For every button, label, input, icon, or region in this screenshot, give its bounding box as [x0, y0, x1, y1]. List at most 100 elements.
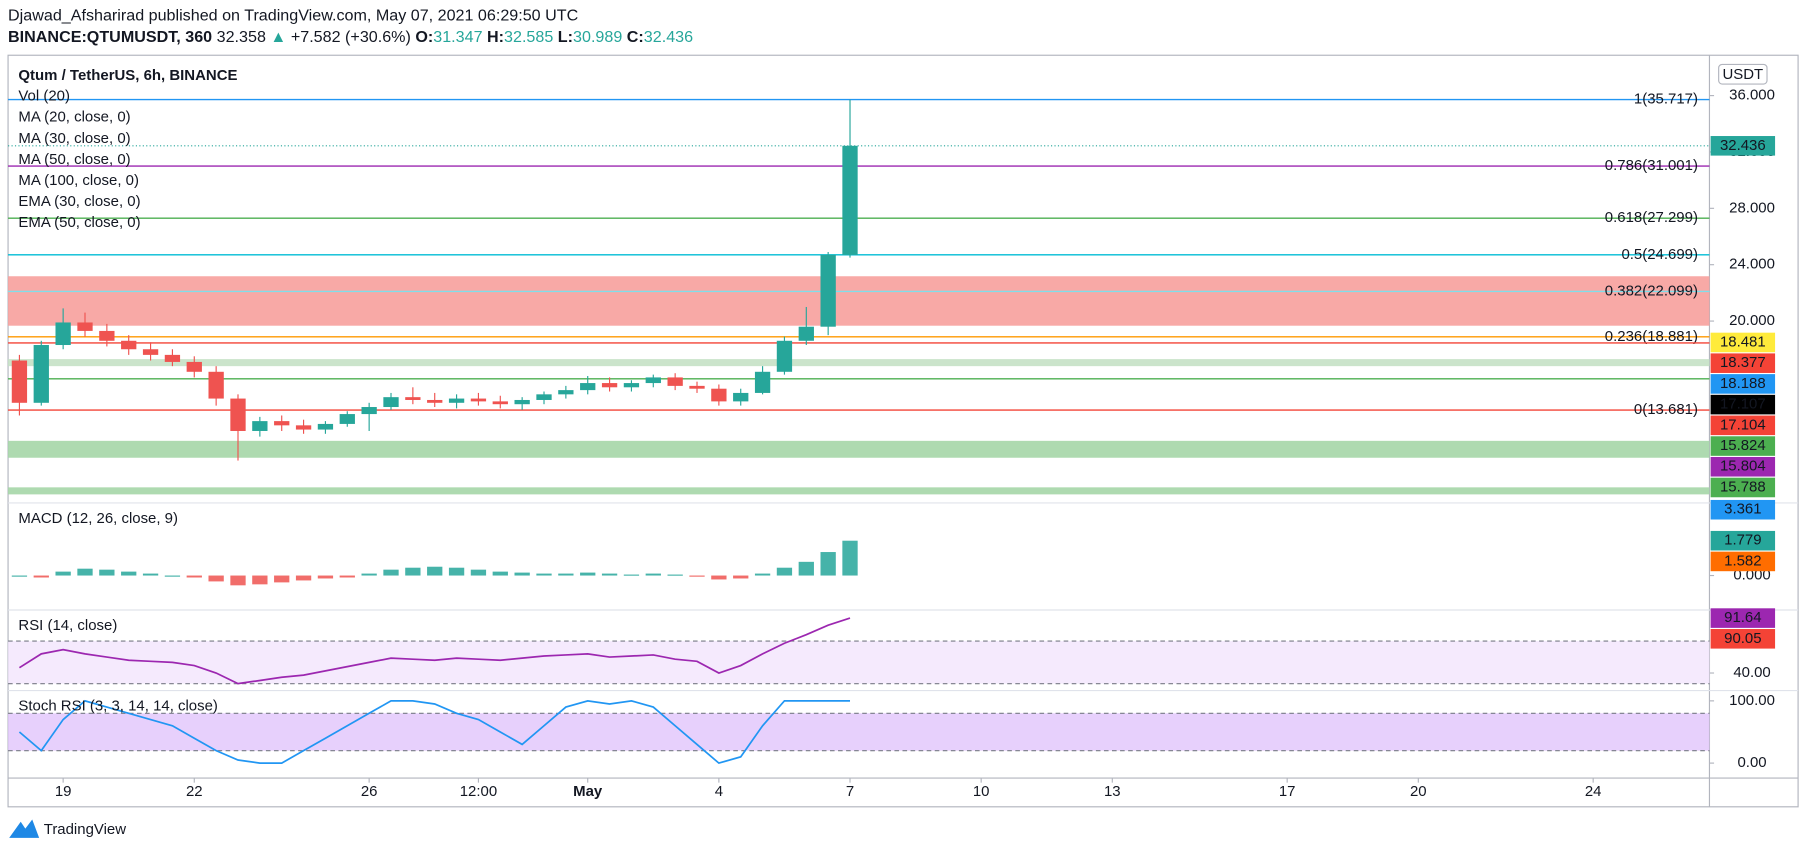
- zone: [8, 359, 1710, 367]
- x-tick-label: 12:00: [460, 783, 497, 800]
- brand-logo: [9, 819, 40, 838]
- candle-body: [514, 399, 530, 405]
- histogram-bar: [252, 575, 268, 585]
- price-label-box: [1710, 499, 1776, 520]
- y-tick-label: 20.000: [1729, 312, 1775, 329]
- candle-body: [164, 354, 181, 362]
- indicator-label: MA (100, close, 0): [18, 172, 139, 189]
- candle-body: [667, 377, 683, 386]
- histogram-bar: [558, 573, 574, 576]
- price-label-box: [1710, 477, 1776, 498]
- histogram-bar: [514, 572, 530, 576]
- price-label: 3.361: [1724, 501, 1761, 518]
- candle-body: [798, 326, 814, 341]
- y-tick-label: 0.00: [1737, 754, 1766, 771]
- published-line: Djawad_Afsharirad published on TradingVi…: [8, 6, 579, 24]
- x-tick-label: 7: [846, 783, 854, 800]
- candle-body: [427, 399, 443, 403]
- price-label: 15.804: [1720, 458, 1766, 475]
- h-val: 32.585: [504, 28, 553, 46]
- candle-body: [580, 383, 596, 391]
- candle-body: [383, 397, 399, 408]
- candle-body: [99, 330, 115, 341]
- y-tick-label: 28.000: [1729, 199, 1775, 216]
- histogram-bar: [55, 571, 71, 576]
- histogram-bar: [667, 574, 683, 576]
- candle-body: [820, 254, 836, 327]
- candle-body: [121, 340, 137, 350]
- histogram-bar: [623, 574, 640, 576]
- histogram-bar: [580, 572, 596, 576]
- candle-body: [689, 385, 705, 389]
- x-tick-label: 22: [186, 783, 203, 800]
- change: +7.582 (+30.6%): [291, 28, 411, 46]
- indicator-label: MA (30, close, 0): [18, 130, 130, 147]
- candle-body: [11, 360, 28, 403]
- price-label-box: [1710, 456, 1776, 477]
- histogram-bar: [164, 575, 181, 577]
- price-label-box: [1710, 353, 1776, 373]
- candle-body: [623, 383, 640, 388]
- x-tick-label: 19: [55, 783, 72, 800]
- histogram-bar: [405, 567, 421, 576]
- candle-body: [274, 421, 290, 426]
- y-tick-label: 24.000: [1729, 256, 1775, 273]
- band: [8, 713, 1710, 751]
- fib-label: 0.236(18.881): [1605, 328, 1698, 345]
- histogram-bar: [274, 575, 290, 583]
- candle-body: [842, 145, 858, 255]
- x-tick-label: 24: [1585, 783, 1602, 800]
- histogram-bar: [536, 573, 552, 576]
- pane-title: Qtum / TetherUS, 6h, BINANCE: [18, 67, 237, 84]
- x-tick-label: May: [573, 783, 603, 800]
- indicator-label: Vol (20): [18, 88, 70, 105]
- candle-body: [536, 394, 552, 400]
- fib-label: 0.786(31.001): [1605, 157, 1698, 174]
- zone: [8, 487, 1710, 495]
- x-tick-label: 10: [973, 783, 990, 800]
- price-label-box: [1710, 415, 1776, 436]
- price-label: 32.436: [1720, 137, 1766, 154]
- price-label: 15.788: [1720, 478, 1766, 495]
- histogram-bar: [317, 575, 334, 579]
- indicator-label: EMA (50, close, 0): [18, 214, 140, 231]
- x-tick-label: 17: [1279, 783, 1296, 800]
- histogram-bar: [492, 571, 508, 576]
- l-val: 30.989: [573, 28, 622, 46]
- x-tick-label: 26: [361, 783, 378, 800]
- price-label-box: [1710, 374, 1776, 394]
- candle-body: [733, 392, 749, 402]
- histogram-bar: [427, 566, 443, 576]
- price-label-box: [1710, 530, 1776, 551]
- zone: [8, 276, 1710, 326]
- price-label: 18.377: [1720, 354, 1766, 371]
- histogram-bar: [33, 575, 49, 578]
- band: [8, 641, 1710, 684]
- histogram-bar: [733, 575, 749, 579]
- candle-body: [776, 340, 793, 372]
- c-key: C:: [627, 28, 644, 46]
- price-label: 90.05: [1724, 630, 1761, 647]
- price-label-box: [1710, 394, 1776, 415]
- l-key: L:: [558, 28, 573, 46]
- currency: USDT: [1722, 66, 1763, 83]
- indicator-label: EMA (30, close, 0): [18, 193, 140, 210]
- candle-body: [186, 361, 202, 372]
- y-tick-label: 40.00: [1733, 664, 1770, 681]
- pane-title: RSI (14, close): [18, 617, 117, 634]
- candle-body: [230, 398, 246, 431]
- candle-body: [339, 414, 355, 424]
- fib-label: 0.618(27.299): [1605, 209, 1698, 226]
- indicator-line: [18, 617, 851, 685]
- price-label-box: [1710, 136, 1776, 156]
- candle-body: [142, 349, 159, 355]
- x-tick-label: 20: [1410, 783, 1427, 800]
- candle-body: [295, 425, 312, 430]
- histogram-bar: [186, 575, 202, 578]
- candle-body: [55, 322, 71, 346]
- candle-body: [470, 398, 487, 402]
- histogram-bar: [776, 567, 793, 576]
- y-tick-label: 100.00: [1729, 692, 1775, 709]
- arrow: ▲: [270, 28, 286, 46]
